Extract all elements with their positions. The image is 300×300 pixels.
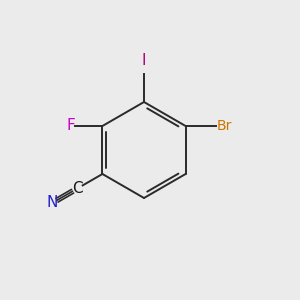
Text: F: F (67, 118, 75, 134)
Text: C: C (72, 181, 83, 196)
Text: I: I (142, 53, 146, 68)
Text: Br: Br (217, 119, 232, 133)
Text: N: N (47, 195, 58, 210)
